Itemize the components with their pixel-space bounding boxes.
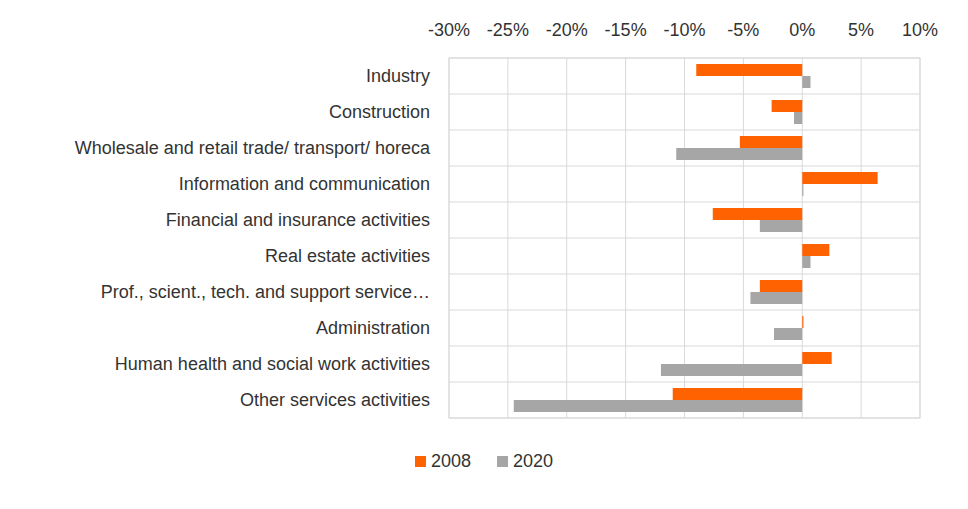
bar <box>713 208 802 220</box>
bar <box>696 64 802 76</box>
row-separator <box>449 94 920 95</box>
tick-label: 10% <box>902 20 938 40</box>
bar <box>750 292 802 304</box>
row-separator <box>449 130 920 131</box>
bar <box>802 184 803 196</box>
legend-label: 2008 <box>431 451 471 471</box>
bar <box>802 256 810 268</box>
row-separator <box>449 202 920 203</box>
bar <box>514 400 802 412</box>
bar <box>676 148 802 160</box>
row-separator <box>449 310 920 311</box>
legend-swatch <box>415 456 426 467</box>
bar <box>772 100 803 112</box>
category-label: Human health and social work activities <box>115 354 430 374</box>
plot-frame <box>449 58 920 418</box>
bars <box>514 64 878 412</box>
bar <box>802 244 829 256</box>
bar <box>740 136 802 148</box>
row-separator <box>449 166 920 167</box>
chart: -30% -25% -20% -15% -10% -5% 0% 5% 10% Industry Co… <box>0 0 968 509</box>
category-label: Wholesale and retail trade/ transport/ h… <box>75 138 431 158</box>
tick-label: -5% <box>727 20 759 40</box>
tick-label: -10% <box>663 20 705 40</box>
category-label: Prof., scient., tech. and support servic… <box>101 282 430 302</box>
category-label: Financial and insurance activities <box>166 210 430 230</box>
row-separator <box>449 274 920 275</box>
category-label: Industry <box>366 66 430 86</box>
row-separator <box>449 382 920 383</box>
category-label: Other services activities <box>240 390 430 410</box>
tick-label: -20% <box>546 20 588 40</box>
tick-label: -25% <box>487 20 529 40</box>
bar <box>661 364 802 376</box>
tick-label: -30% <box>428 20 470 40</box>
bar <box>760 220 802 232</box>
legend-label: 2020 <box>513 451 553 471</box>
bar <box>802 316 803 328</box>
row-separator <box>449 238 920 239</box>
category-label: Administration <box>316 318 430 338</box>
row-separator <box>449 346 920 347</box>
tick-label: 0% <box>789 20 815 40</box>
bar <box>774 328 802 340</box>
bar <box>802 352 831 364</box>
category-label: Information and communication <box>179 174 430 194</box>
bar <box>760 280 802 292</box>
bar <box>794 112 802 124</box>
category-label: Construction <box>329 102 430 122</box>
tick-label: -15% <box>605 20 647 40</box>
legend-swatch <box>497 456 508 467</box>
bar <box>673 388 803 400</box>
bar <box>802 76 810 88</box>
tick-label: 5% <box>848 20 874 40</box>
category-label: Real estate activities <box>265 246 430 266</box>
bar <box>802 172 877 184</box>
